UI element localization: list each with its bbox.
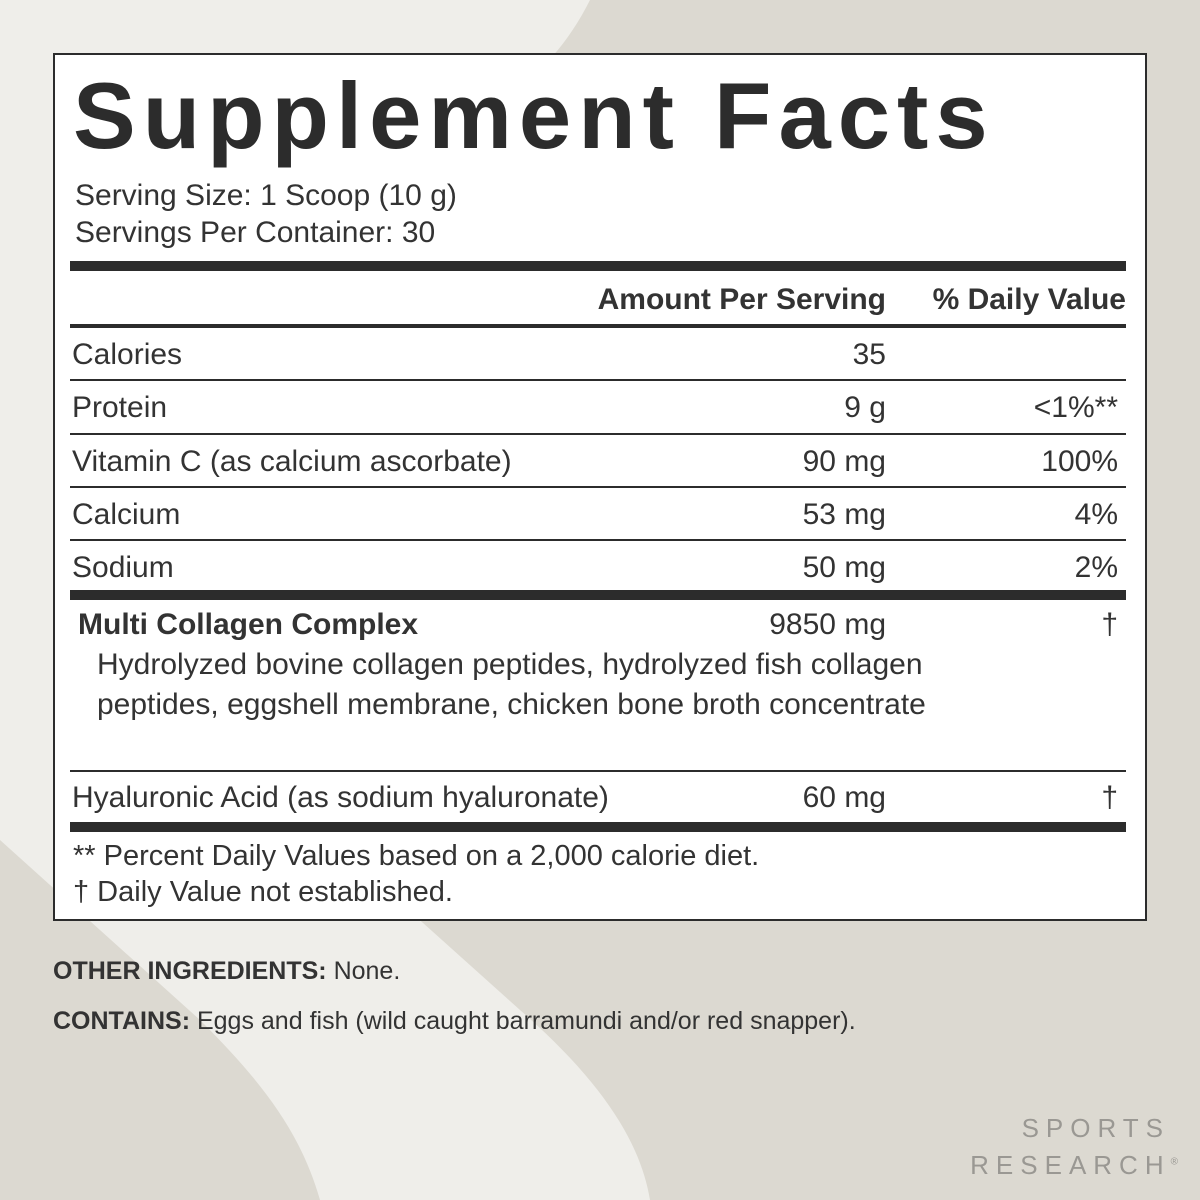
complex-amount: 9850 mg xyxy=(769,608,886,641)
nutrient-amount: 9 g xyxy=(844,391,886,424)
nutrient-dv: <1%** xyxy=(1033,391,1118,424)
nutrient-amount: 90 mg xyxy=(802,445,886,478)
nutrient-dv: 4% xyxy=(1074,498,1118,531)
nutrient-dv: † xyxy=(1101,781,1118,814)
divider-thick-top xyxy=(70,261,1126,271)
contains-label: CONTAINS: xyxy=(53,1007,191,1035)
nutrient-name: Vitamin C (as calcium ascorbate) xyxy=(72,445,512,478)
nutrient-name: Calories xyxy=(72,338,183,371)
serving-size: Serving Size: 1 Scoop (10 g) xyxy=(75,179,457,212)
nutrient-amount: 53 mg xyxy=(802,498,886,531)
divider-row xyxy=(70,770,1126,772)
complex-name: Multi Collagen Complex xyxy=(78,608,419,641)
header-amount: Amount Per Serving xyxy=(597,283,886,316)
divider-row xyxy=(70,379,1126,381)
divider-row xyxy=(70,539,1126,541)
nutrient-name: Sodium xyxy=(72,551,174,584)
brand-logo-line-1: SPORTS xyxy=(1021,1113,1170,1143)
divider-row xyxy=(70,433,1126,435)
footnote-daily-values: ** Percent Daily Values based on a 2,000… xyxy=(73,840,760,872)
supplement-facts-panel: Supplement Facts Serving Size: 1 Scoop (… xyxy=(53,53,1147,921)
other-ingredients-value: None. xyxy=(326,957,401,985)
nutrient-name: Hyaluronic Acid (as sodium hyaluronate) xyxy=(72,781,609,814)
servings-per-container: Servings Per Container: 30 xyxy=(75,216,436,249)
other-ingredients-label: OTHER INGREDIENTS: xyxy=(53,957,327,985)
registered-mark: ® xyxy=(1170,1156,1178,1168)
divider-row xyxy=(70,486,1126,488)
footnote-not-established: † Daily Value not established. xyxy=(73,876,453,908)
divider-thick-mid xyxy=(70,590,1126,600)
header-daily-value: % Daily Value xyxy=(932,283,1126,316)
nutrient-dv: 100% xyxy=(1041,445,1118,478)
contains-statement: CONTAINS: Eggs and fish (wild caught bar… xyxy=(53,1007,856,1036)
nutrient-name: Protein xyxy=(72,391,168,424)
panel-title: Supplement Facts xyxy=(73,63,995,168)
divider-header xyxy=(70,324,1126,328)
complex-dv: † xyxy=(1101,608,1118,641)
nutrient-dv: 2% xyxy=(1074,551,1118,584)
other-ingredients: OTHER INGREDIENTS: None. xyxy=(53,957,400,986)
divider-thick-bottom xyxy=(70,822,1126,832)
brand-name: RESEARCH xyxy=(970,1150,1171,1180)
nutrient-amount: 60 mg xyxy=(802,781,886,814)
complex-ingredients: Hydrolyzed bovine collagen peptides, hyd… xyxy=(97,648,926,721)
serving-info: Serving Size: 1 Scoop (10 g) Servings Pe… xyxy=(75,177,457,251)
nutrient-amount: 50 mg xyxy=(802,551,886,584)
brand-logo-line-2: RESEARCH® xyxy=(970,1150,1178,1181)
contains-value: Eggs and fish (wild caught barramundi an… xyxy=(190,1007,856,1035)
nutrient-amount: 35 xyxy=(852,338,886,371)
nutrient-name: Calcium xyxy=(72,498,181,531)
